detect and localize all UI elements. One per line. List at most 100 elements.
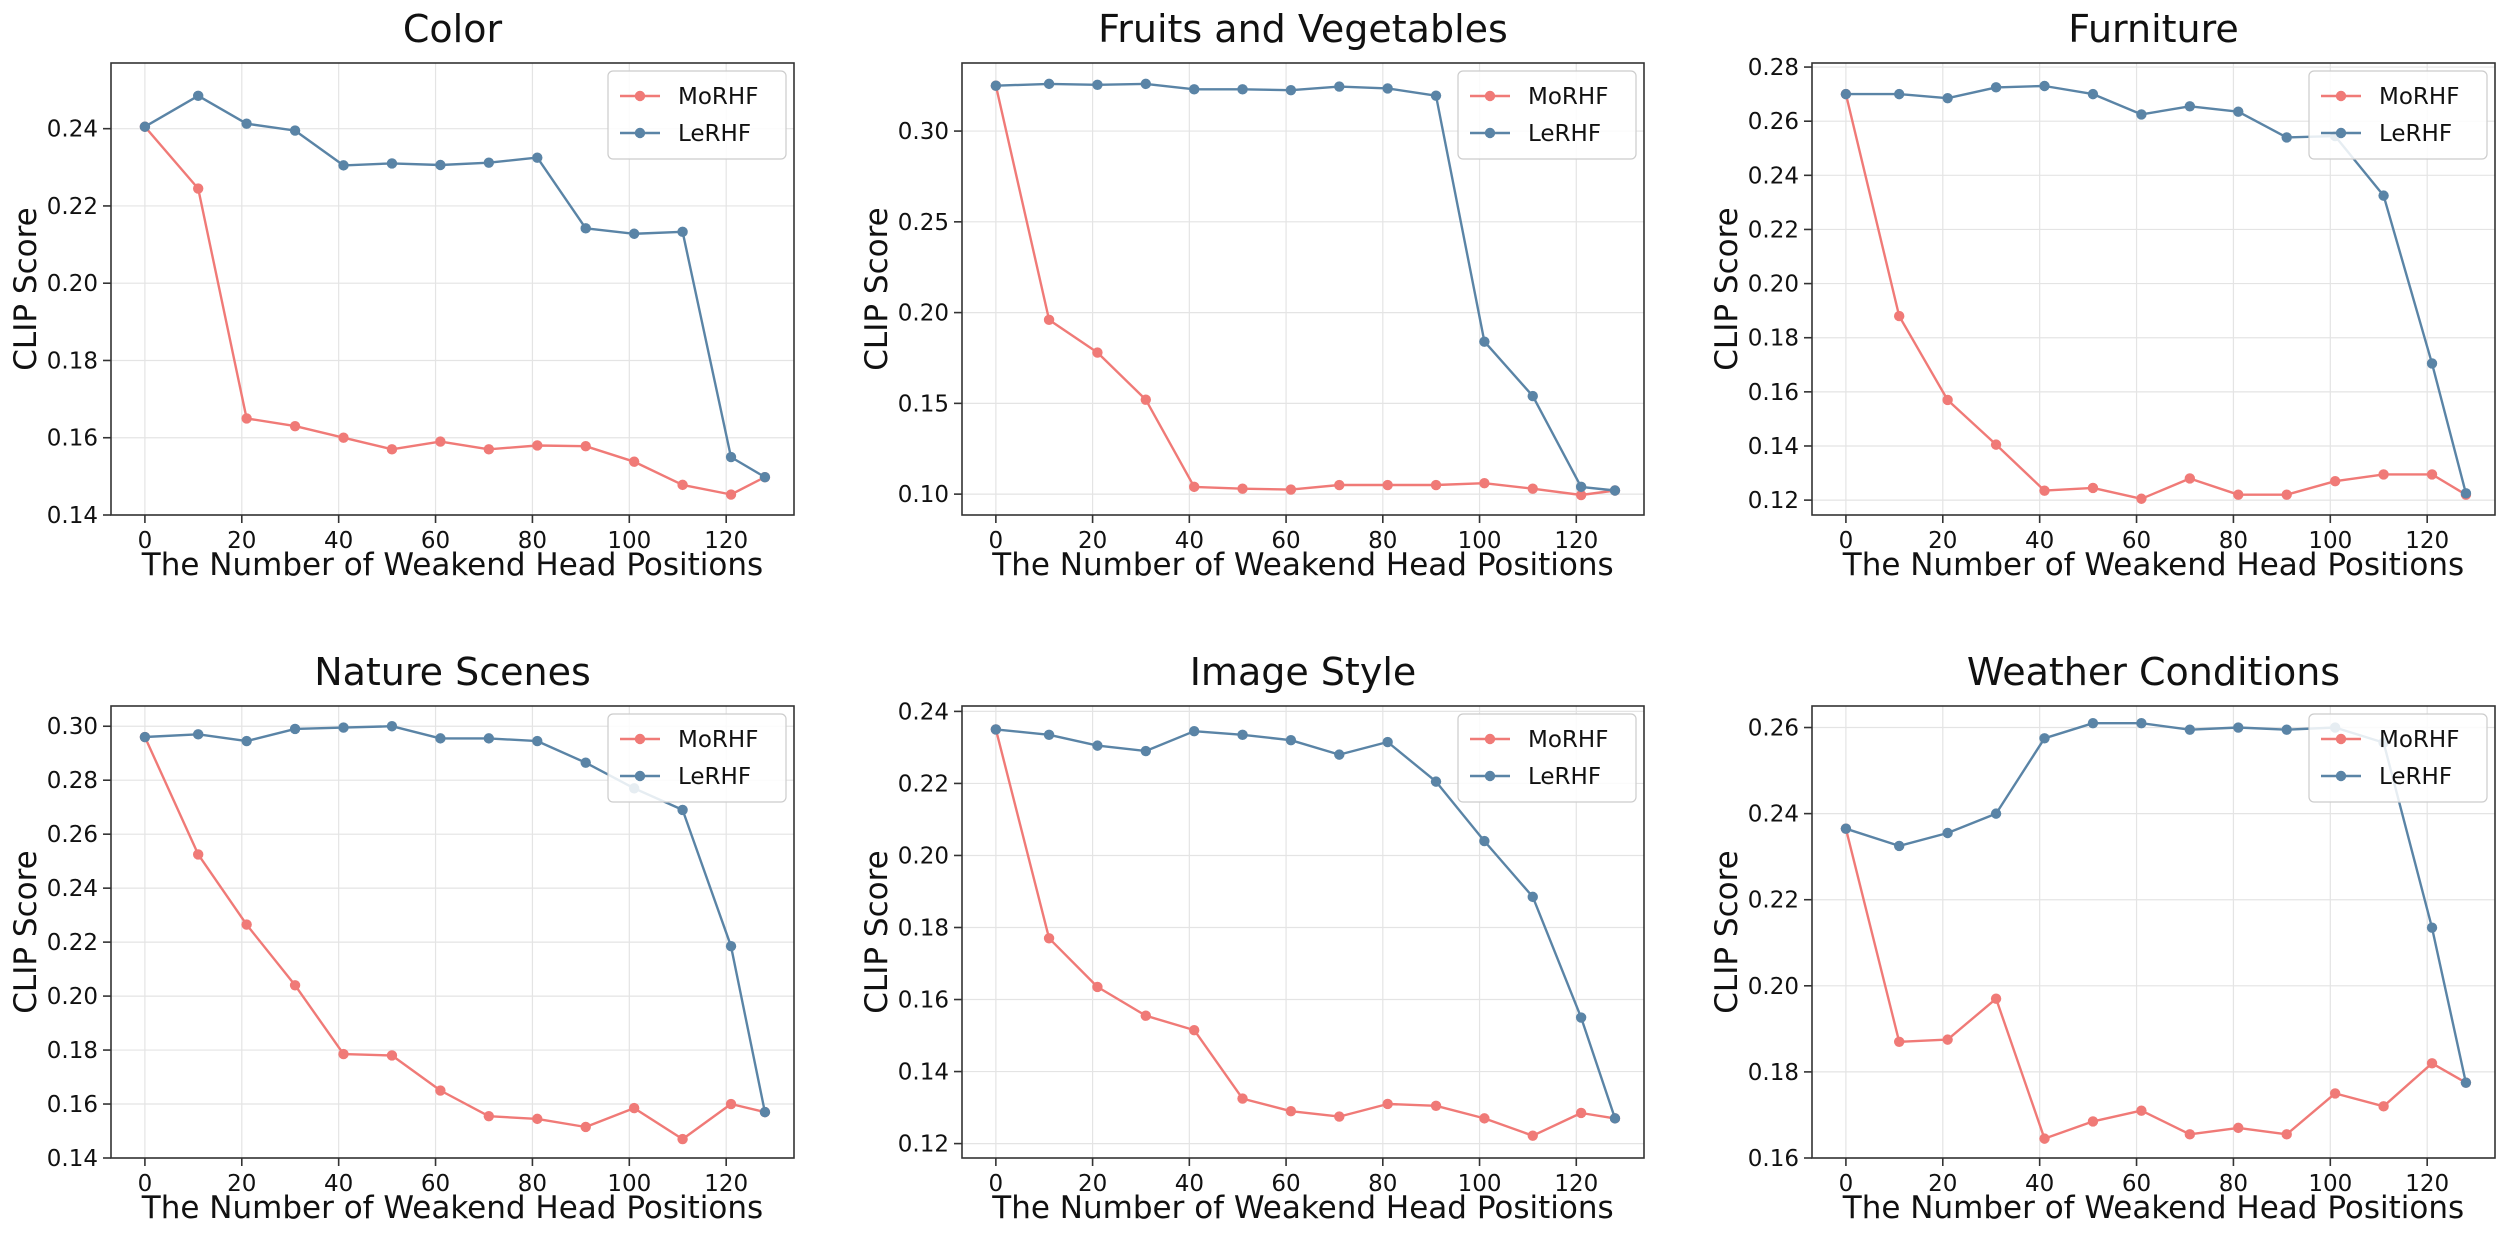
data-point-morhf [1043, 314, 1055, 326]
data-point-morhf [435, 436, 446, 447]
data-point-morhf [1990, 439, 2002, 450]
legend-marker-lerhf [2335, 127, 2347, 139]
data-point-morhf [677, 479, 688, 491]
x-tick-label: 0 [989, 1171, 1004, 1197]
x-tick-label: 0 [1839, 1171, 1854, 1197]
plot-frame [961, 705, 1645, 1159]
data-point-morhf [725, 1098, 737, 1110]
y-tick-label: 0.22 [1748, 888, 1799, 914]
data-point-morhf [192, 849, 204, 860]
y-axis-label: CLIP Score [8, 207, 44, 370]
y-tick-label: 0.14 [47, 503, 98, 529]
subplot-color: Color The Number of Weakend Head Positio… [8, 7, 795, 583]
data-point-morhf [2281, 1129, 2292, 1140]
y-tick-label: 0.26 [1748, 716, 1799, 742]
x-tick-label: 100 [1458, 1171, 1502, 1197]
data-point-morhf [1527, 1130, 1538, 1141]
data-point-lerhf [1893, 88, 1905, 100]
legend-marker-lerhf [634, 770, 646, 782]
y-tick-label: 0.16 [47, 426, 98, 452]
data-point-lerhf [1285, 735, 1297, 746]
legend-label-lerhf: LeRHF [678, 121, 751, 147]
data-point-morhf [1430, 1100, 1442, 1111]
y-tick-label: 0.20 [898, 301, 949, 327]
data-point-morhf [2378, 469, 2389, 480]
y-tick-label: 0.14 [47, 1146, 98, 1172]
x-tick-label: 20 [1928, 1171, 1957, 1197]
y-tick-label: 0.16 [898, 988, 949, 1014]
data-point-lerhf [338, 722, 349, 733]
legend-label-morhf: MoRHF [2379, 727, 2459, 753]
y-tick-label: 0.22 [47, 194, 98, 220]
data-point-lerhf [1893, 840, 1905, 852]
legend-marker-lerhf [1484, 770, 1496, 782]
x-tick-label: 80 [518, 528, 547, 554]
y-tick-label: 0.28 [1748, 55, 1799, 81]
x-tick-label: 120 [1554, 1171, 1598, 1197]
data-point-morhf [2426, 469, 2438, 480]
data-point-morhf [483, 444, 495, 455]
legend-marker-morhf [2335, 90, 2347, 102]
data-point-lerhf [241, 118, 252, 129]
data-point-lerhf [289, 125, 301, 136]
y-tick-label: 0.20 [898, 843, 949, 869]
data-point-morhf [338, 1048, 349, 1060]
legend-box [2308, 713, 2488, 803]
data-point-morhf [532, 1113, 543, 1125]
data-point-morhf [2136, 1105, 2147, 1116]
y-tick-label: 0.18 [1748, 326, 1799, 352]
axes: 0 20 40 60 80 100 120 0.12 0.14 0.16 0.18 0.20 0.22 0… [1748, 55, 2496, 554]
data-point-morhf [580, 441, 591, 452]
x-tick-label: 0 [138, 528, 153, 554]
data-point-lerhf [1140, 745, 1152, 757]
data-point-lerhf [1575, 481, 1587, 493]
data-point-morhf [241, 413, 252, 424]
x-tick-label: 100 [1458, 528, 1502, 554]
x-tick-label: 120 [704, 1171, 748, 1197]
x-tick-label: 20 [1078, 1171, 1107, 1197]
y-axis-label: CLIP Score [8, 850, 44, 1013]
data-point-lerhf [1430, 776, 1442, 787]
x-axis-label: The Number of Weakend Head Positions [141, 547, 763, 583]
data-point-lerhf [1092, 79, 1103, 90]
data-point-lerhf [2087, 88, 2099, 100]
data-point-lerhf [2184, 101, 2196, 112]
y-tick-label: 0.15 [898, 391, 949, 417]
data-point-morhf [1092, 981, 1103, 993]
data-point-lerhf [1382, 736, 1393, 748]
y-tick-label: 0.20 [47, 984, 98, 1010]
x-tick-label: 40 [2025, 1171, 2054, 1197]
data-point-lerhf [677, 804, 688, 816]
data-point-lerhf [386, 158, 398, 169]
axes: 0 20 40 60 80 100 120 0.14 0.16 0.18 0.20 0.22 0.24 0… [47, 705, 795, 1197]
data-point-morhf [628, 1102, 640, 1114]
data-point-lerhf [2087, 718, 2099, 729]
data-point-morhf [1382, 479, 1393, 491]
x-axis-label: The Number of Weakend Head Positions [991, 547, 1613, 583]
x-axis-label: The Number of Weakend Head Positions [141, 1190, 763, 1226]
grid [962, 63, 1644, 515]
legend-box [1457, 70, 1637, 160]
y-tick-label: 0.18 [47, 348, 98, 374]
chart-title: Color [403, 7, 503, 51]
legend-marker-lerhf [634, 127, 646, 139]
data-point-lerhf [677, 226, 688, 238]
series-group [990, 78, 1621, 501]
data-point-lerhf [2281, 132, 2292, 143]
y-tick-label: 0.18 [47, 1038, 98, 1064]
series-line-morhf [143, 125, 766, 496]
data-point-lerhf [1092, 740, 1103, 751]
data-point-morhf [580, 1121, 591, 1133]
data-point-lerhf [532, 152, 543, 163]
data-point-morhf [1942, 394, 1953, 406]
data-point-morhf [1893, 310, 1905, 322]
y-tick-label: 0.16 [47, 1092, 98, 1118]
data-point-lerhf [338, 160, 349, 171]
x-tick-label: 80 [1368, 528, 1397, 554]
series-line-morhf [994, 85, 1616, 497]
data-point-lerhf [1140, 78, 1152, 90]
legend-marker-lerhf [1484, 127, 1496, 139]
series-group [139, 721, 771, 1145]
data-point-lerhf [2039, 733, 2050, 744]
legend: MoRHF LeRHF [607, 70, 787, 160]
